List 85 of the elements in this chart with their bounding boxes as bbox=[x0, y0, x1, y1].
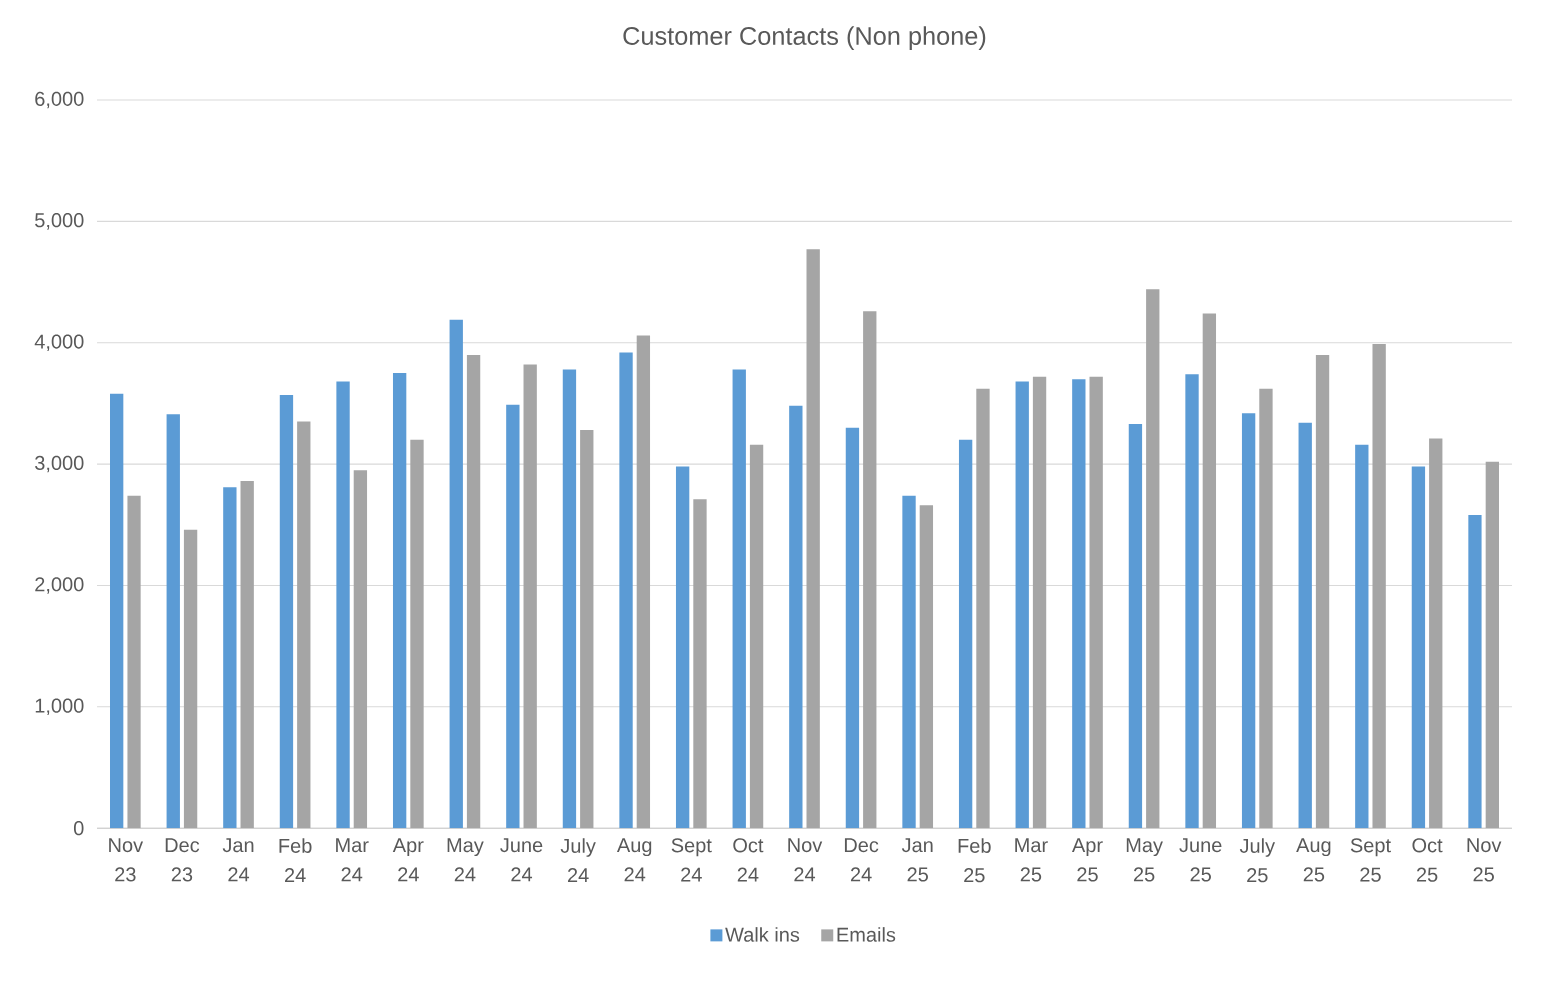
x-tick-label: Sept 25 bbox=[1350, 838, 1391, 882]
bar bbox=[1298, 422, 1312, 829]
x-tick-label: Nov 25 bbox=[1467, 838, 1502, 882]
y-tick-label: 5,000 bbox=[35, 213, 84, 230]
bar bbox=[353, 470, 368, 829]
bar bbox=[732, 369, 746, 829]
y-tick-label: 3,000 bbox=[35, 455, 84, 473]
bar bbox=[1146, 289, 1160, 829]
x-tick-label: Apr 24 bbox=[392, 838, 424, 882]
bar bbox=[976, 388, 990, 829]
bar bbox=[109, 393, 124, 829]
chart-title: Customer Contacts (Non phone) bbox=[623, 26, 986, 50]
y-tick-label: 6,000 bbox=[35, 91, 84, 109]
bar bbox=[619, 352, 633, 829]
bar bbox=[636, 335, 651, 829]
x-tick-label: Apr 25 bbox=[1071, 838, 1103, 882]
x-tick-label: June 24 bbox=[500, 838, 543, 882]
x-tick-label: Feb 25 bbox=[958, 838, 991, 883]
x-tick-label: May 24 bbox=[447, 838, 484, 882]
bar bbox=[1128, 423, 1143, 829]
bar bbox=[449, 319, 463, 829]
bar bbox=[1315, 354, 1330, 829]
bar bbox=[279, 394, 294, 829]
bar bbox=[183, 529, 198, 829]
bar bbox=[958, 439, 973, 829]
bar bbox=[1259, 388, 1273, 829]
x-tick-label: Dec 23 bbox=[165, 838, 200, 882]
x-tick-label: Mar 24 bbox=[336, 838, 369, 882]
x-tick-label: Oct 25 bbox=[1412, 838, 1443, 882]
legend-label: Emails bbox=[837, 927, 896, 942]
bar bbox=[1485, 461, 1500, 829]
bar bbox=[902, 495, 916, 829]
bar bbox=[127, 495, 141, 829]
bar bbox=[466, 354, 481, 829]
x-tick-label: Dec 24 bbox=[844, 838, 879, 882]
bar bbox=[506, 404, 520, 829]
bar bbox=[223, 487, 237, 829]
bar bbox=[863, 311, 877, 829]
bar bbox=[789, 405, 803, 829]
bar bbox=[297, 421, 311, 829]
x-tick-label: Oct 24 bbox=[733, 838, 764, 882]
y-tick-label: 2,000 bbox=[35, 577, 84, 594]
bar bbox=[166, 414, 180, 829]
x-tick-label: Sept 24 bbox=[671, 838, 712, 882]
bar bbox=[693, 499, 707, 829]
bar bbox=[806, 249, 820, 829]
bar bbox=[1089, 376, 1103, 829]
x-tick-label: Mar 25 bbox=[1015, 838, 1048, 882]
x-tick-label: Aug 25 bbox=[1296, 838, 1331, 882]
y-tick-label: 1,000 bbox=[35, 698, 84, 715]
bar bbox=[1468, 514, 1482, 829]
x-tick-label: Feb 24 bbox=[279, 838, 312, 882]
bar bbox=[392, 372, 407, 829]
legend-label: Walk ins bbox=[725, 927, 800, 942]
bar bbox=[1372, 343, 1386, 829]
bar bbox=[749, 444, 764, 829]
y-tick-label: 0 bbox=[73, 820, 84, 836]
bar bbox=[580, 430, 594, 829]
bar bbox=[1241, 413, 1256, 829]
bar bbox=[1411, 466, 1426, 829]
x-tick-label: Aug 24 bbox=[616, 838, 652, 882]
bar bbox=[1429, 438, 1443, 829]
bar bbox=[919, 505, 934, 829]
x-tick-label: Nov 23 bbox=[109, 838, 144, 882]
bar bbox=[1032, 376, 1047, 829]
bar bbox=[240, 480, 254, 829]
x-tick-label: July 25 bbox=[1239, 838, 1276, 883]
bar bbox=[1202, 313, 1217, 829]
bar bbox=[845, 427, 860, 829]
x-tick-label: July 24 bbox=[560, 838, 596, 882]
bar bbox=[562, 369, 577, 829]
x-tick-label: Jan 25 bbox=[901, 838, 933, 882]
bar bbox=[675, 466, 690, 829]
bar bbox=[1072, 379, 1086, 829]
y-tick-label: 4,000 bbox=[34, 334, 84, 351]
x-tick-label: Nov 24 bbox=[788, 838, 823, 882]
bar bbox=[336, 381, 350, 829]
bar bbox=[1355, 444, 1369, 829]
bar bbox=[410, 439, 424, 829]
bar bbox=[1015, 381, 1029, 829]
x-tick-label: May 25 bbox=[1126, 838, 1163, 882]
bar bbox=[1185, 374, 1199, 829]
x-tick-label: June 25 bbox=[1179, 838, 1222, 882]
x-tick-label: Jan 24 bbox=[222, 838, 254, 882]
bar bbox=[523, 364, 537, 829]
